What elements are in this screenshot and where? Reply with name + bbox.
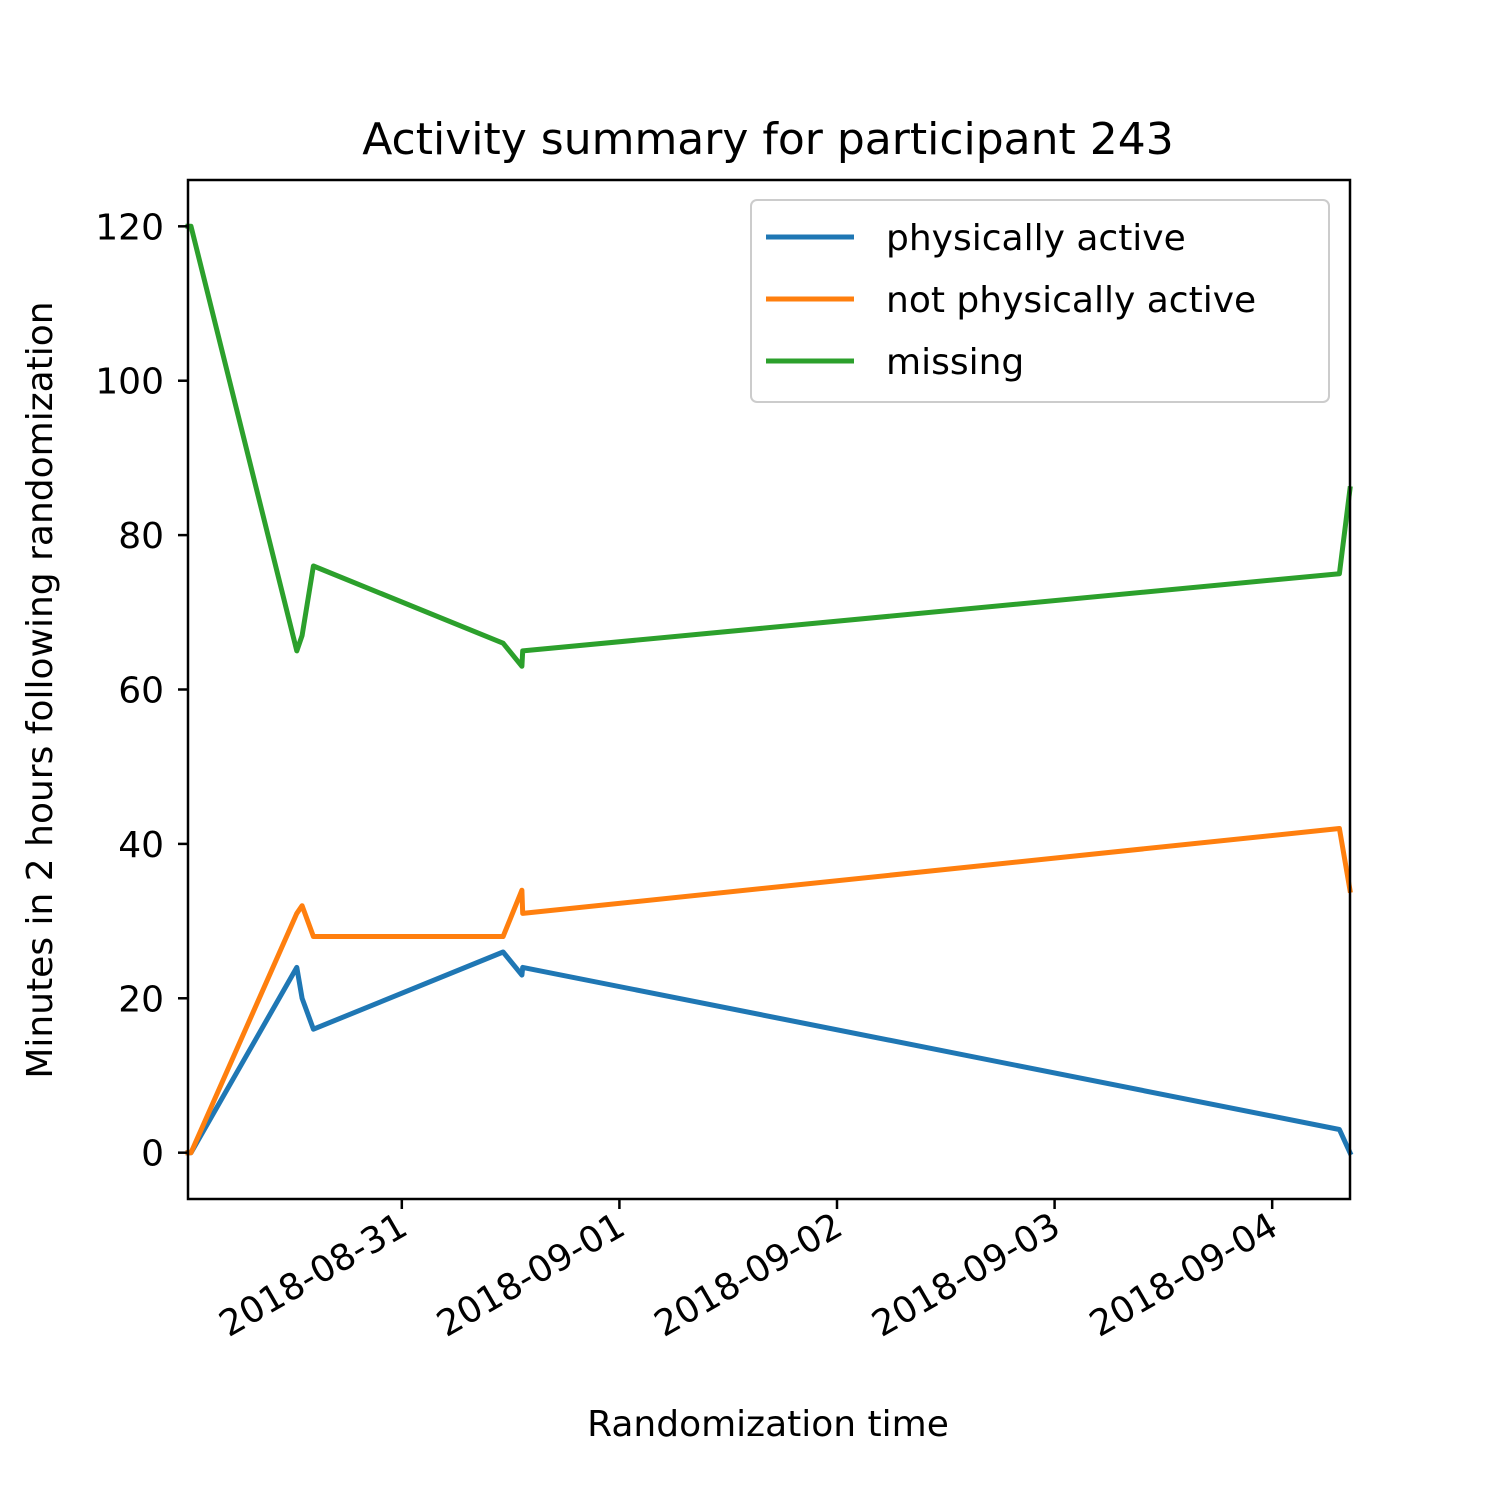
y-tick-label: 60	[118, 671, 164, 712]
y-tick-label: 0	[141, 1134, 164, 1175]
legend-label: missing	[886, 342, 1024, 383]
chart-title: Activity summary for participant 243	[362, 114, 1174, 165]
plot-frame	[186, 178, 1352, 1201]
legend: physically active not physically active mi…	[750, 199, 1330, 403]
y-axis-label: Minutes in 2 hours following randomizati…	[20, 301, 61, 1078]
x-axis-label: Randomization time	[587, 1404, 949, 1445]
legend-box	[750, 199, 1330, 403]
series-line-3	[185, 223, 1353, 669]
legend-label: physically active	[886, 218, 1186, 259]
y-tick-label: 40	[118, 825, 164, 866]
y-tick-label: 120	[95, 207, 164, 248]
y-tick-label: 80	[118, 516, 164, 557]
y-tick-label: 20	[118, 979, 164, 1020]
legend-label: not physically active	[886, 280, 1256, 321]
series-line-1	[185, 949, 1354, 1157]
series-line-2	[185, 826, 1353, 1156]
plot-lines	[185, 223, 1354, 1157]
y-axis: 0 20 40 60 80 100 120	[95, 207, 188, 1175]
y-tick-label: 100	[95, 362, 164, 403]
